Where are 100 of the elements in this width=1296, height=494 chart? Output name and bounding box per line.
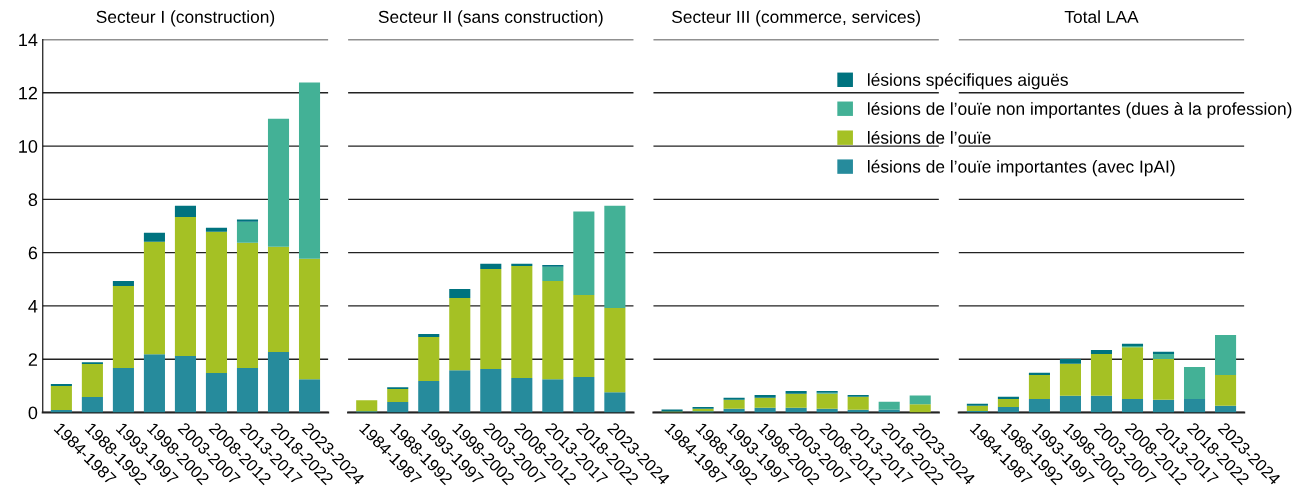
y-tick-label: 6 xyxy=(28,246,38,260)
bar xyxy=(298,82,321,259)
bar xyxy=(1215,405,1237,413)
bar xyxy=(754,397,776,408)
bar xyxy=(997,396,1019,399)
bar xyxy=(356,400,378,412)
bar xyxy=(785,393,807,408)
bar xyxy=(966,405,988,411)
bar xyxy=(1121,347,1144,399)
y-tick-label: 8 xyxy=(28,193,38,207)
bar xyxy=(50,386,72,411)
bar xyxy=(1028,372,1050,375)
legend-label: lésions spécifiques aiguës xyxy=(868,72,1068,90)
bar xyxy=(143,241,165,355)
bar xyxy=(1215,374,1237,406)
bar xyxy=(604,205,626,309)
bar xyxy=(143,354,165,413)
bar xyxy=(143,232,165,242)
bar xyxy=(1183,398,1206,413)
bar xyxy=(1215,334,1237,375)
bar xyxy=(966,403,988,406)
bar xyxy=(449,288,471,298)
bar xyxy=(909,395,931,405)
bar xyxy=(847,396,869,410)
bar xyxy=(267,246,290,353)
bar xyxy=(1090,395,1113,413)
bar xyxy=(236,368,259,413)
bar xyxy=(542,280,564,380)
bar xyxy=(81,364,103,398)
bar xyxy=(112,280,134,286)
bar xyxy=(480,268,502,370)
bar xyxy=(604,392,626,413)
bar xyxy=(205,373,228,413)
bar xyxy=(1028,398,1050,413)
bar xyxy=(542,266,564,281)
bar xyxy=(236,242,259,368)
bar xyxy=(205,227,228,232)
chart-title: Secteur II (sans construction) xyxy=(378,10,603,27)
bar xyxy=(480,369,502,413)
y-tick-label: 14 xyxy=(19,33,38,47)
bar xyxy=(573,377,595,413)
bar xyxy=(1152,399,1175,413)
chart-title: Total LAA xyxy=(1064,10,1139,24)
bar xyxy=(1059,358,1081,364)
bar xyxy=(542,379,564,413)
bar xyxy=(449,297,471,371)
bar xyxy=(418,333,440,338)
bar xyxy=(1152,358,1175,400)
bar xyxy=(449,370,471,413)
bar xyxy=(1059,395,1081,413)
legend-label: lésions de l’ouïe importantes (avec IpAI) xyxy=(868,159,1175,177)
bar xyxy=(298,379,321,413)
y-tick-label: 4 xyxy=(28,300,38,313)
bar xyxy=(1028,374,1050,399)
bar xyxy=(878,401,900,410)
bar xyxy=(205,231,228,374)
bar xyxy=(418,381,440,413)
bar xyxy=(1090,353,1113,396)
bar xyxy=(573,295,595,378)
bar xyxy=(785,390,807,394)
chart-title: Secteur III (commerce, services) xyxy=(672,10,920,27)
y-tick-label: 10 xyxy=(19,140,38,153)
legend-label: lésions de l’ouïe non importantes (dues à la profession) xyxy=(868,101,1292,119)
y-tick-label: 12 xyxy=(19,86,37,100)
bar xyxy=(909,404,931,413)
bar xyxy=(1090,349,1113,354)
bar xyxy=(50,383,72,387)
bar xyxy=(236,221,259,243)
chart-title: Secteur I (construction) xyxy=(96,10,275,27)
y-tick-label: 2 xyxy=(28,353,37,366)
bar xyxy=(480,263,502,269)
bar xyxy=(723,399,745,409)
bar xyxy=(816,393,838,409)
bar xyxy=(81,397,103,413)
bar xyxy=(387,402,409,413)
legend-label: lésions de l’ouïe xyxy=(868,130,991,144)
bar xyxy=(1152,351,1175,354)
bar xyxy=(418,337,440,382)
bar xyxy=(573,211,595,295)
bar xyxy=(604,308,626,393)
bar xyxy=(112,285,134,368)
bar xyxy=(1183,366,1206,399)
bar xyxy=(236,219,259,222)
bar xyxy=(267,118,290,247)
bar xyxy=(112,368,134,413)
y-tick-label: 0 xyxy=(28,406,38,420)
bar xyxy=(267,352,290,413)
bar xyxy=(511,265,533,379)
bar xyxy=(1121,398,1144,413)
bar xyxy=(174,205,196,217)
bar xyxy=(298,258,321,380)
bar xyxy=(387,389,409,403)
bar xyxy=(511,378,533,413)
bar xyxy=(174,356,196,413)
bar xyxy=(1152,353,1175,359)
bar xyxy=(1059,363,1081,396)
bar xyxy=(997,398,1019,407)
bar xyxy=(174,216,196,357)
bar xyxy=(754,394,776,398)
bar xyxy=(511,263,533,266)
